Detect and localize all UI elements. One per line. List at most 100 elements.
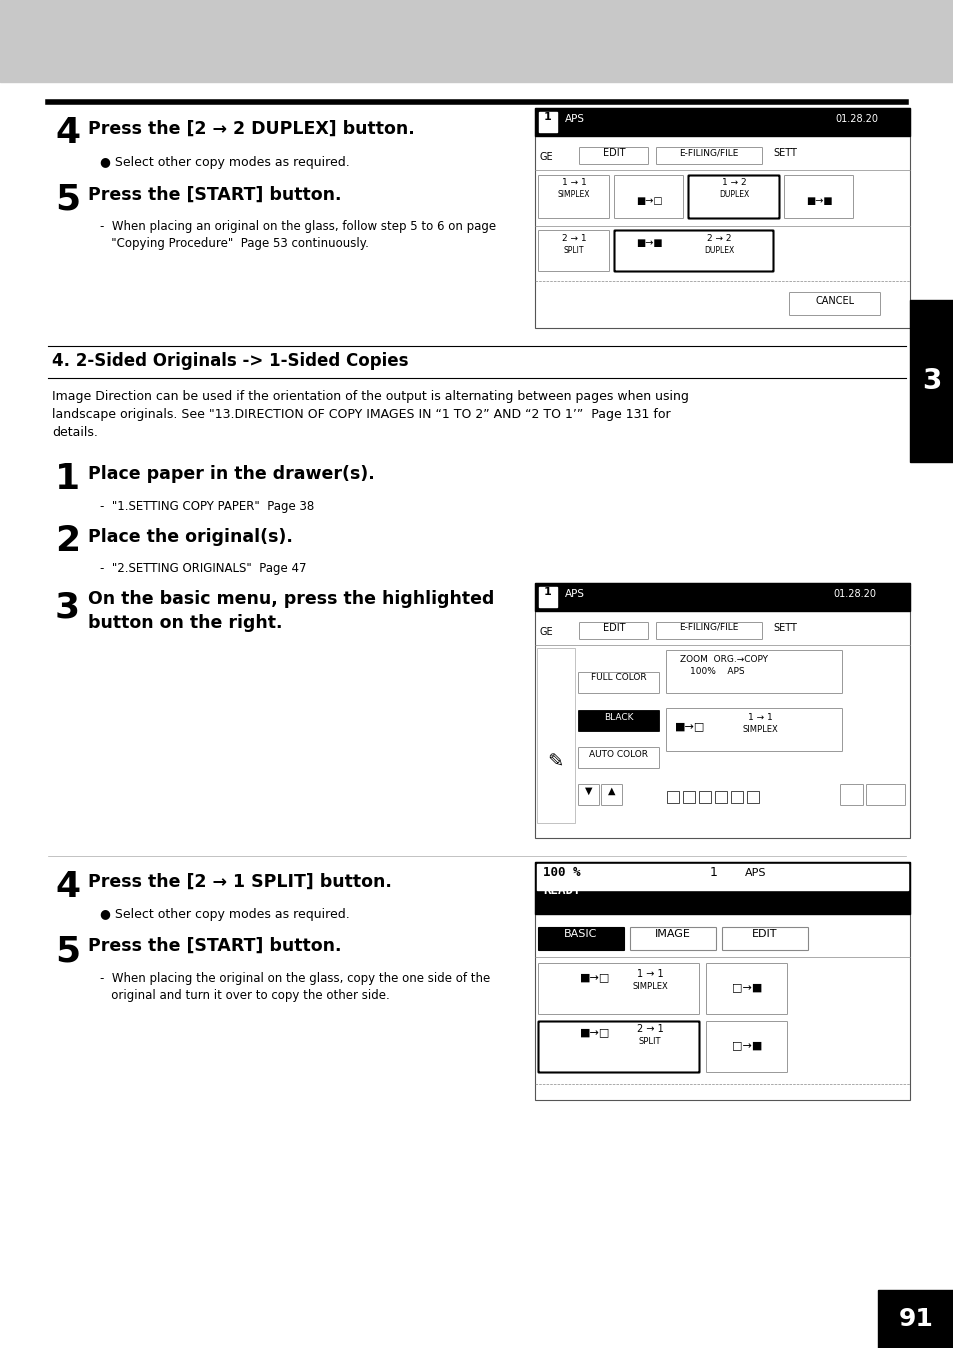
Bar [535, 108, 909, 328]
Text: SPLIT: SPLIT [639, 1037, 660, 1046]
Text: ■→□: ■→□ [579, 972, 610, 981]
Bar [714, 791, 726, 803]
Text: 1 → 1: 1 → 1 [636, 969, 662, 979]
FancyBboxPatch shape [706, 1022, 786, 1073]
Bar [535, 582, 909, 611]
Text: 2: 2 [55, 524, 80, 558]
Text: 01.28.20: 01.28.20 [832, 589, 875, 599]
FancyBboxPatch shape [706, 964, 786, 1015]
FancyBboxPatch shape [537, 964, 699, 1015]
FancyBboxPatch shape [789, 293, 880, 315]
Bar [535, 582, 909, 838]
Text: ● Select other copy modes as required.: ● Select other copy modes as required. [100, 909, 350, 921]
Text: 91: 91 [898, 1308, 932, 1330]
FancyBboxPatch shape [666, 709, 841, 751]
FancyBboxPatch shape [578, 710, 659, 732]
Text: 100%    APS: 100% APS [689, 667, 744, 675]
Text: SIMPLEX: SIMPLEX [558, 190, 590, 200]
FancyBboxPatch shape [578, 147, 648, 164]
Text: E-FILING/FILE: E-FILING/FILE [679, 148, 738, 156]
Text: 1 → 1: 1 → 1 [747, 713, 772, 723]
Bar [699, 791, 710, 803]
Text: ■→■: ■→■ [805, 195, 831, 206]
FancyBboxPatch shape [578, 785, 598, 806]
Text: "Copying Procedure"  Page 53 continuously.: "Copying Procedure" Page 53 continuously… [100, 237, 369, 249]
Text: GE: GE [539, 627, 553, 638]
Bar [535, 861, 909, 914]
Text: IMAGE: IMAGE [655, 929, 690, 940]
Text: 2 → 1: 2 → 1 [636, 1024, 662, 1034]
Bar [537, 648, 575, 824]
FancyBboxPatch shape [783, 175, 853, 218]
Text: 3: 3 [922, 367, 941, 395]
Text: Press the [2 → 2 DUPLEX] button.: Press the [2 → 2 DUPLEX] button. [88, 120, 415, 137]
FancyBboxPatch shape [537, 927, 624, 950]
Text: SETT: SETT [772, 148, 796, 158]
FancyBboxPatch shape [656, 623, 761, 639]
Text: READY: READY [542, 884, 579, 896]
Text: ✎: ✎ [546, 754, 562, 772]
Text: details.: details. [52, 426, 98, 439]
Text: ZOOM  ORG.→COPY: ZOOM ORG.→COPY [679, 655, 767, 665]
FancyBboxPatch shape [614, 231, 773, 271]
Text: 5: 5 [55, 934, 80, 968]
Text: ■→□: ■→□ [579, 1027, 610, 1037]
Text: 2 → 2: 2 → 2 [706, 235, 731, 243]
Text: □→■: □→■ [731, 981, 761, 992]
Text: BASIC: BASIC [564, 929, 598, 940]
Text: 100 %: 100 % [542, 867, 579, 880]
Text: 5: 5 [55, 182, 80, 216]
FancyBboxPatch shape [537, 1022, 699, 1073]
Bar [535, 861, 909, 1100]
Text: DUPLEX: DUPLEX [703, 245, 734, 255]
Bar [909, 301, 953, 462]
Text: Place the original(s).: Place the original(s). [88, 528, 293, 546]
Text: ● Select other copy modes as required.: ● Select other copy modes as required. [100, 156, 350, 168]
FancyBboxPatch shape [840, 785, 862, 806]
Text: -  When placing the original on the glass, copy the one side of the: - When placing the original on the glass… [100, 972, 490, 985]
Text: Press the [2 → 1 SPLIT] button.: Press the [2 → 1 SPLIT] button. [88, 874, 392, 891]
Text: -  "2.SETTING ORIGINALS"  Page 47: - "2.SETTING ORIGINALS" Page 47 [100, 562, 306, 576]
Bar [730, 791, 742, 803]
Text: 1: 1 [709, 865, 717, 879]
Text: GE: GE [539, 152, 553, 162]
FancyBboxPatch shape [537, 175, 609, 218]
Text: ■→■: ■→■ [635, 239, 661, 248]
Text: -  When placing an original on the glass, follow step 5 to 6 on page: - When placing an original on the glass,… [100, 220, 496, 233]
Text: SPLIT: SPLIT [563, 245, 583, 255]
Text: SIMPLEX: SIMPLEX [741, 725, 777, 735]
Text: 4: 4 [55, 116, 80, 150]
Text: 1: 1 [55, 462, 80, 496]
Text: Place paper in the drawer(s).: Place paper in the drawer(s). [88, 465, 375, 483]
Text: 01.28.20: 01.28.20 [834, 115, 877, 124]
FancyBboxPatch shape [537, 231, 609, 271]
Text: 2 → 1: 2 → 1 [561, 235, 586, 243]
Text: Press the [START] button.: Press the [START] button. [88, 186, 341, 204]
Text: 1: 1 [543, 112, 551, 123]
FancyBboxPatch shape [630, 927, 716, 950]
Text: 4: 4 [55, 869, 80, 905]
FancyBboxPatch shape [666, 651, 841, 693]
Text: ■→□: ■→□ [635, 195, 661, 206]
Bar [537, 864, 907, 890]
Text: 100 %: 100 % [542, 865, 579, 879]
Text: -  "1.SETTING COPY PAPER"  Page 38: - "1.SETTING COPY PAPER" Page 38 [100, 500, 314, 514]
Bar [877, 1290, 953, 1348]
Text: SIMPLEX: SIMPLEX [632, 981, 667, 991]
FancyBboxPatch shape [688, 175, 779, 218]
Text: E-FILING/FILE: E-FILING/FILE [679, 623, 738, 632]
Text: AUTO COLOR: AUTO COLOR [589, 749, 648, 759]
Text: SETT: SETT [772, 623, 796, 634]
Bar [538, 586, 557, 607]
Text: Press the [START] button.: Press the [START] button. [88, 937, 341, 954]
FancyBboxPatch shape [614, 175, 682, 218]
FancyBboxPatch shape [578, 673, 659, 693]
Text: ■→□: ■→□ [674, 721, 704, 731]
Text: APS: APS [564, 589, 584, 599]
Text: ▲: ▲ [608, 786, 615, 797]
Text: button on the right.: button on the right. [88, 613, 282, 632]
Text: 1: 1 [543, 586, 551, 597]
FancyBboxPatch shape [865, 785, 904, 806]
Text: EDIT: EDIT [602, 148, 624, 158]
Text: APS: APS [744, 869, 765, 879]
